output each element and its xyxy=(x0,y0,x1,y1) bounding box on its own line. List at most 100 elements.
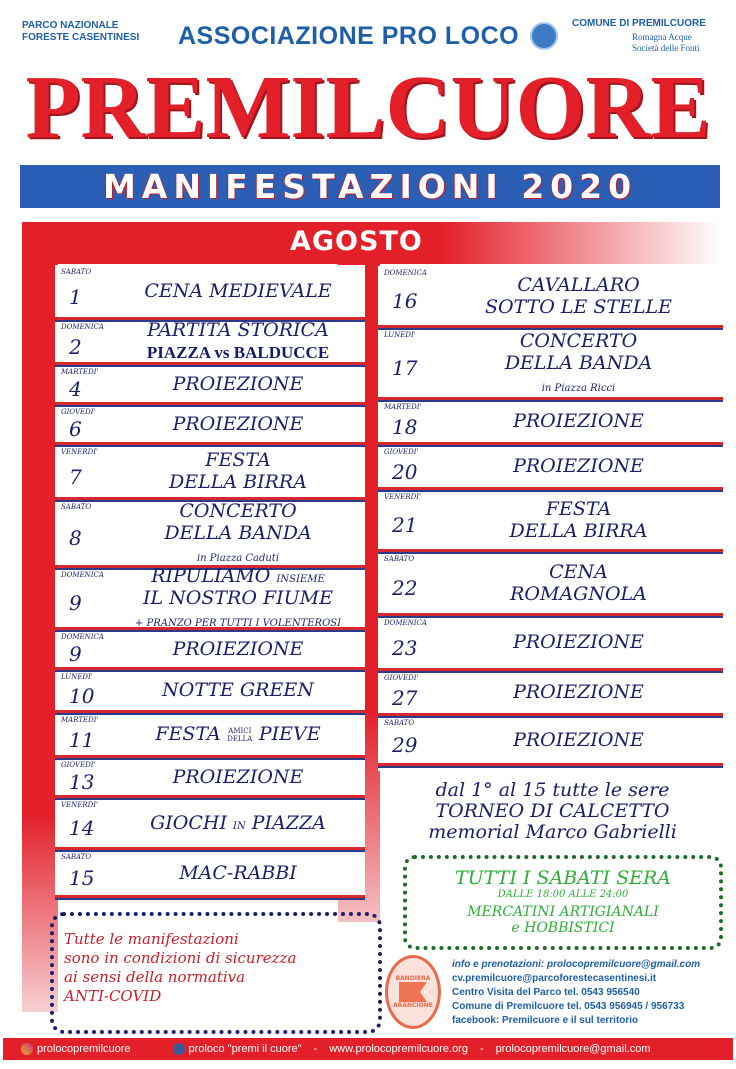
comune-label: COMUNE DI PREMILCUORE xyxy=(572,18,706,29)
event-weekday: GIOVEDI' xyxy=(61,761,96,769)
footer-facebook[interactable]: proloco "premi il cuore" xyxy=(172,1043,302,1056)
event-title-text: CAVALLARO xyxy=(517,273,640,296)
event-row: DOMENICA 16 CAVALLARO SOTTO LE STELLE xyxy=(378,266,723,328)
event-title-text: ROMAGNOLA xyxy=(510,582,647,605)
event-title-text: FESTA xyxy=(545,497,612,520)
event-title-text: DELLA BANDA xyxy=(164,521,312,544)
event-date: 27 xyxy=(392,685,418,710)
event-title-text: PROIEZIONE xyxy=(172,637,304,660)
event-weekday: VENERDI' xyxy=(61,448,98,456)
event-row: MARTEDI' 18 PROIEZIONE xyxy=(378,400,723,445)
event-weekday: DOMENICA xyxy=(384,619,427,627)
event-date: 22 xyxy=(392,576,418,600)
event-weekday: MARTEDI' xyxy=(61,716,99,724)
event-date: 15 xyxy=(69,866,95,890)
event-date: 1 xyxy=(69,284,82,309)
event-title: GIOCHI IN PIAZZA xyxy=(115,798,361,847)
event-weekday: SABATO xyxy=(384,719,415,727)
footer-instagram[interactable]: prolocopremilcuore xyxy=(21,1043,131,1056)
banner: MANIFESTAZIONI 2020 xyxy=(20,165,720,208)
event-title-text: PIAZZA xyxy=(245,811,326,834)
sabati-box: TUTTI I SABATI SERA DALLE 18:00 ALLE 24:… xyxy=(403,855,723,950)
event-title: NOTTE GREEN xyxy=(115,670,361,710)
footer-website[interactable]: www.prolocopremilcuore.org xyxy=(329,1043,468,1055)
event-title: CENA MEDIEVALE xyxy=(115,265,361,317)
event-weekday: SABATO xyxy=(61,853,92,861)
event-title: PROIEZIONE xyxy=(438,716,719,763)
event-row: DOMENICA 9 PROIEZIONE xyxy=(55,630,365,670)
event-date: 20 xyxy=(392,459,418,484)
event-row: SABATO 8 CONCERTO DELLA BANDA in Piazza Cadu… xyxy=(55,500,365,568)
event-date: 23 xyxy=(392,635,418,660)
event-title-text: AMICI DELLA xyxy=(227,727,253,743)
event-title: PROIEZIONE xyxy=(438,445,719,487)
event-weekday: LUNEDI' xyxy=(384,331,416,339)
event-title-text: + PRANZO PER TUTTI I VOLENTEROSI xyxy=(134,617,342,629)
torneo-notice: dal 1° al 15 tutte le sere TORNEO DI CALC… xyxy=(428,779,677,843)
event-row: SABATO 1 CENA MEDIEVALE xyxy=(55,265,365,320)
event-title-text: FESTA xyxy=(205,449,271,471)
event-row: DOMENICA 2 PARTITA STORICA PIAZZA vs BALDUC… xyxy=(55,318,365,365)
event-title-text: PROIEZIONE xyxy=(172,765,304,788)
event-row: VENERDI' 7 FESTA DELLA BIRRA xyxy=(55,445,365,500)
event-weekday: SABATO xyxy=(384,555,415,563)
event-date: 9 xyxy=(69,642,82,666)
event-weekday: DOMENICA xyxy=(61,571,104,579)
event-title-text: DELLA BANDA xyxy=(504,351,653,374)
event-title: CONCERTO DELLA BANDA in Piazza Caduti xyxy=(115,500,361,565)
event-weekday: VENERDI' xyxy=(61,801,98,809)
event-date: 10 xyxy=(69,683,95,708)
footer-email[interactable]: prolocopremilcuore@gmail.com xyxy=(495,1043,651,1055)
event-date: 16 xyxy=(392,289,418,313)
event-date: 6 xyxy=(69,417,82,441)
event-weekday: MARTEDI' xyxy=(384,403,422,411)
flag-icon xyxy=(399,982,427,1002)
event-title-text: PROIEZIONE xyxy=(513,681,644,703)
event-title-text: MAC-RABBI xyxy=(179,861,297,884)
event-title: PROIEZIONE xyxy=(115,630,361,667)
event-date: 7 xyxy=(69,464,82,489)
event-title-text: NOTTE GREEN xyxy=(162,679,314,701)
month-header-band xyxy=(22,222,722,264)
event-weekday: GIOVEDI' xyxy=(384,674,419,682)
facebook-icon xyxy=(172,1043,185,1056)
event-date: 18 xyxy=(392,414,418,439)
event-row: GIOVEDI' 6 PROIEZIONE xyxy=(55,405,365,445)
event-date: 11 xyxy=(69,727,95,752)
event-title: PROIEZIONE xyxy=(115,365,361,402)
bandiera-arancione-logo: BANDIERA ARANCIONE xyxy=(385,955,441,1029)
event-row: MARTEDI' 11 FESTA AMICI DELLA PIEVE xyxy=(55,713,365,758)
event-date: 13 xyxy=(69,770,95,794)
separator: - xyxy=(479,1043,484,1055)
event-date: 9 xyxy=(69,591,82,615)
frame-left xyxy=(22,222,58,1012)
event-weekday: DOMENICA xyxy=(61,323,104,331)
brand-title: PREMILCUORE xyxy=(25,58,711,157)
event-weekday: SABATO xyxy=(61,503,92,511)
event-title: CENA ROMAGNOLA xyxy=(438,552,719,613)
event-title-text: PROIEZIONE xyxy=(513,410,644,432)
event-date: 8 xyxy=(69,526,82,550)
event-title: CONCERTO DELLA BANDA in Piazza Ricci xyxy=(438,328,719,397)
event-title: CAVALLARO SOTTO LE STELLE xyxy=(438,266,719,325)
event-title: FESTA AMICI DELLA PIEVE xyxy=(115,713,361,755)
event-title-text: PROIEZIONE xyxy=(513,455,644,477)
banner-title: MANIFESTAZIONI 2020 xyxy=(102,167,638,206)
event-row: LUNEDI' 10 NOTTE GREEN xyxy=(55,670,365,713)
event-weekday: GIOVEDI' xyxy=(61,408,96,416)
event-row: SABATO 15 MAC-RABBI xyxy=(55,850,365,898)
event-date: 2 xyxy=(69,334,82,359)
event-title-text: GIOCHI xyxy=(150,811,234,834)
event-title-text: IL NOSTRO FIUME xyxy=(143,586,333,609)
event-title-text: CENA xyxy=(549,560,608,583)
event-row: GIOVEDI' 13 PROIEZIONE xyxy=(55,758,365,798)
event-row: LUNEDI' 17 CONCERTO DELLA BANDA in Piazza Ri… xyxy=(378,328,723,400)
event-title: FESTA DELLA BIRRA xyxy=(115,445,361,497)
event-title: PROIEZIONE xyxy=(438,616,719,668)
contact-info: info e prenotazioni: prolocopremilcuore@… xyxy=(452,959,701,1026)
event-weekday: VENERDI' xyxy=(384,493,421,501)
event-title-text: PARTITA STORICA xyxy=(147,318,329,341)
event-row: VENERDI' 21 FESTA DELLA BIRRA xyxy=(378,490,723,552)
event-title-text: PROIEZIONE xyxy=(172,372,304,395)
event-title: PARTITA STORICA PIAZZA vs BALDUCCE xyxy=(115,318,361,362)
